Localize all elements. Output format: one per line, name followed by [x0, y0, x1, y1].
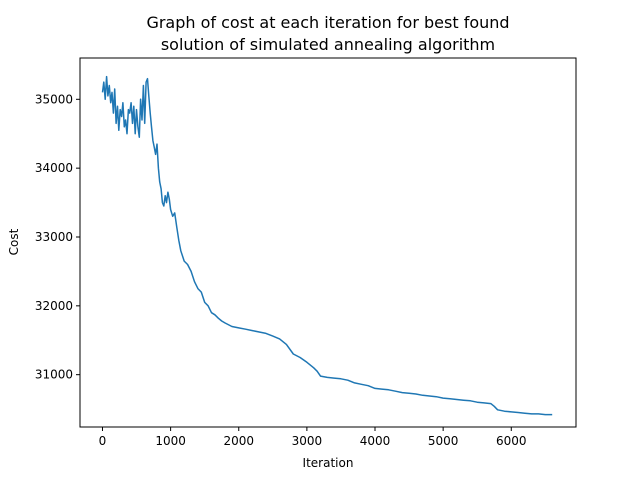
series-line-0 [101, 75, 553, 416]
plot-frame [79, 57, 577, 428]
x-tick-label: 3000 [292, 434, 323, 448]
x-tick-label: 0 [99, 434, 107, 448]
y-tick-label: 35000 [35, 92, 73, 106]
y-tick-label: 34000 [35, 161, 73, 175]
x-axis-label: Iteration [303, 456, 354, 470]
x-tick-label: 4000 [360, 434, 391, 448]
chart-title: Graph of cost at each iteration for best… [146, 13, 509, 32]
y-axis: 31000 32000 33000 34000 35000 [35, 92, 80, 382]
x-tick-label: 1000 [155, 434, 186, 448]
x-axis: 0 1000 2000 3000 4000 5000 6000 [99, 427, 527, 448]
x-tick-label: 2000 [223, 434, 254, 448]
y-tick-label: 32000 [35, 299, 73, 313]
plot-area [101, 75, 553, 416]
y-tick-label: 33000 [35, 230, 73, 244]
x-tick-label: 6000 [496, 434, 527, 448]
y-tick-label: 31000 [35, 368, 73, 382]
x-tick-label: 5000 [428, 434, 459, 448]
chart-subtitle: solution of simulated annealing algorith… [161, 35, 495, 54]
y-axis-label: Cost [7, 228, 21, 255]
